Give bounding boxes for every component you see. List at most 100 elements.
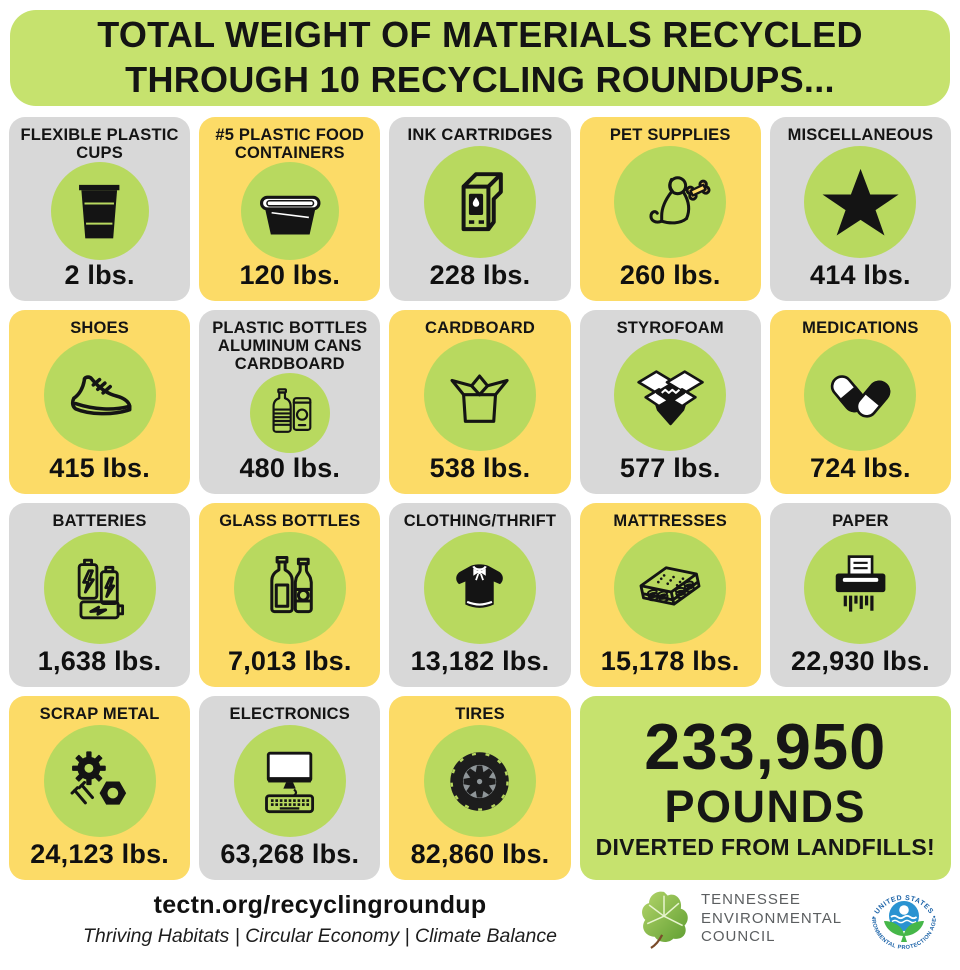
food-container-icon <box>259 195 321 235</box>
star-icon <box>822 168 899 235</box>
icon-circle <box>43 339 156 452</box>
epa-logo: • UNITED STATES • ENVIRONMENTAL PROTECTI… <box>862 880 946 958</box>
card-value: 1,638 lbs. <box>37 646 162 676</box>
card-title: ELECTRONICS <box>229 705 351 723</box>
epa-seal-icon: • UNITED STATES • ENVIRONMENTAL PROTECTI… <box>865 880 938 951</box>
card-value: 15,178 lbs. <box>600 646 740 676</box>
website-url: tectn.org/recyclingroundup <box>153 890 487 919</box>
total-value: 233,950 <box>644 710 887 784</box>
bottle-and-can-icon <box>272 388 312 433</box>
computer-icon <box>265 751 315 813</box>
card-miscellaneous: MISCELLANEOUS 414 lbs. <box>769 117 951 301</box>
paper-shredder-icon <box>835 554 886 612</box>
card-scrap-metal: SCRAP METAL <box>9 696 191 880</box>
card-title: PLASTIC BOTTLES ALUMINUM CANS CARDBOARD <box>212 319 368 374</box>
cardboard-box-icon <box>450 373 510 423</box>
card-value: 2 lbs. <box>64 260 135 290</box>
icon-circle <box>233 725 346 838</box>
total-caption: DIVERTED FROM LANDFILLS! <box>595 834 935 861</box>
card-value: 414 lbs. <box>810 260 911 290</box>
styrofoam-box-icon <box>636 369 704 425</box>
card-value: 13,182 lbs. <box>410 646 550 676</box>
batteries-icon <box>77 558 125 619</box>
card-value: 120 lbs. <box>239 260 341 290</box>
dog-with-bone-icon <box>649 175 711 224</box>
total-card: 233,950 POUNDS DIVERTED FROM LANDFILLS! <box>579 696 951 880</box>
card-title: MATTRESSES <box>613 512 727 530</box>
card-title: MISCELLANEOUS <box>787 126 934 144</box>
card-shoes: SHOES 415 lbs. <box>9 310 191 494</box>
shirt-icon <box>456 563 504 608</box>
card-value: 228 lbs. <box>429 260 531 290</box>
card-title: PET SUPPLIES <box>609 126 731 144</box>
tec-logo-text: TENNESSEE ENVIRONMENTAL COUNCIL <box>701 890 843 946</box>
card-title: TIRES <box>455 705 505 723</box>
card-tires: TIRES 82,860 lbs. <box>389 696 571 880</box>
icon-circle <box>43 532 156 645</box>
icon-circle <box>240 162 339 261</box>
card-title: STYROFOAM <box>616 319 724 337</box>
icon-circle <box>50 162 149 261</box>
card-title: GLASS BOTTLES <box>219 512 361 530</box>
card-value: 63,268 lbs. <box>220 839 360 869</box>
card-title: #5 PLASTIC FOOD CONTAINERS <box>215 126 365 163</box>
card-styrofoam: STYROFOAM 577 lbs. <box>579 310 761 494</box>
icon-circle <box>804 146 917 259</box>
card-electronics: ELECTRONICS 63,268 lbs. <box>199 696 381 880</box>
card-value: 480 lbs. <box>239 453 341 483</box>
card-value: 538 lbs. <box>429 453 531 483</box>
icon-circle <box>423 532 536 645</box>
card-glass-bottles: GLASS BOTTLES 7,013 lbs. <box>199 503 381 687</box>
page-title-line1: TOTAL WEIGHT OF MATERIALS RECYCLED <box>97 14 863 56</box>
card-title: SCRAP METAL <box>39 705 160 723</box>
card-plastic-bottles-aluminum-cans-cardboard: PLASTIC BOTTLES ALUMINUM CANS CARDBOARD … <box>199 310 381 494</box>
mattress-icon <box>639 565 701 606</box>
tec-logo: TENNESSEE ENVIRONMENTAL COUNCIL <box>636 888 854 950</box>
pills-icon <box>830 374 891 418</box>
card-medications: MEDICATIONS 724 lbs. <box>769 310 951 494</box>
icon-circle <box>804 532 917 645</box>
card-title: INK CARTRIDGES <box>407 126 553 144</box>
card-cardboard: CARDBOARD 538 lbs. <box>389 310 571 494</box>
icon-circle <box>249 373 330 454</box>
card-title: BATTERIES <box>52 512 147 530</box>
icon-circle <box>423 146 536 259</box>
card-value: 82,860 lbs. <box>410 839 550 869</box>
card-title: CLOTHING/THRIFT <box>403 512 557 530</box>
card-food-containers: #5 PLASTIC FOOD CONTAINERS 120 lbs. <box>199 117 381 301</box>
card-pet-supplies: PET SUPPLIES <box>579 117 761 301</box>
card-title: FLEXIBLE PLASTIC CUPS <box>20 126 179 163</box>
card-value: 260 lbs. <box>619 260 721 290</box>
tagline: Thriving Habitats | Circular Economy | C… <box>83 924 557 947</box>
card-value: 24,123 lbs. <box>30 839 169 869</box>
card-ink-cartridges: INK CARTRIDGES 228 lbs. <box>389 117 571 301</box>
icon-circle <box>614 532 727 645</box>
card-batteries: BATTERIES 1,638 lbs. <box>9 503 191 687</box>
materials-grid: FLEXIBLE PLASTIC CUPS 2 lbs. #5 PLASTIC … <box>0 117 960 880</box>
icon-circle <box>614 339 727 452</box>
card-title: CARDBOARD <box>425 319 535 337</box>
tec-leaf-icon <box>642 891 688 949</box>
icon-circle <box>423 339 536 452</box>
icon-circle <box>614 146 727 259</box>
card-mattresses: MATTRESSES <box>579 503 761 687</box>
icon-circle <box>233 532 346 645</box>
footer: tectn.org/recyclingroundup Thriving Habi… <box>0 880 960 958</box>
glass-bottles-icon <box>270 555 314 613</box>
title-banner: TOTAL WEIGHT OF MATERIALS RECYCLED THROU… <box>10 10 950 106</box>
card-value: 22,930 lbs. <box>790 646 930 676</box>
card-title: PAPER <box>832 512 889 530</box>
icon-circle <box>804 339 917 452</box>
sneaker-icon <box>70 374 132 415</box>
icon-circle <box>423 725 536 838</box>
card-clothing-thrift: CLOTHING/THRIFT 13,182 lbs. <box>389 503 571 687</box>
ink-cartridge-icon <box>462 171 504 231</box>
tire-icon <box>450 751 510 811</box>
card-title: SHOES <box>70 319 129 337</box>
card-paper: PAPER 22,930 lbs. <box>769 503 951 687</box>
card-value: 724 lbs. <box>810 453 911 483</box>
card-value: 577 lbs. <box>619 453 721 483</box>
total-unit: POUNDS <box>664 781 867 833</box>
card-value: 415 lbs. <box>49 453 150 483</box>
icon-circle <box>43 725 156 838</box>
